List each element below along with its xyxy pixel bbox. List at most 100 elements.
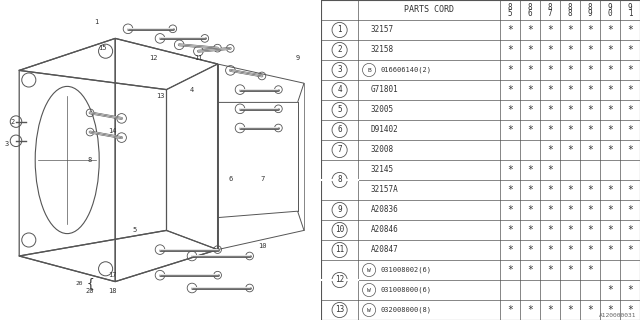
Text: *: *	[607, 245, 613, 255]
Text: B: B	[367, 68, 371, 73]
Text: *: *	[607, 45, 613, 55]
Text: 14: 14	[108, 128, 116, 134]
Text: *: *	[607, 85, 613, 95]
Text: 20: 20	[76, 281, 83, 286]
Text: *: *	[607, 25, 613, 35]
Text: *: *	[567, 205, 573, 215]
Text: A20847: A20847	[371, 245, 399, 254]
Text: *: *	[527, 225, 532, 235]
Text: *: *	[587, 25, 593, 35]
Text: *: *	[547, 305, 553, 315]
Text: 6: 6	[337, 125, 342, 134]
Text: {: {	[86, 277, 94, 290]
Text: *: *	[587, 185, 593, 195]
Text: *: *	[527, 65, 532, 75]
Text: *: *	[567, 305, 573, 315]
Text: 1: 1	[337, 26, 342, 35]
Text: *: *	[567, 105, 573, 115]
Text: *: *	[627, 185, 633, 195]
Text: 5: 5	[508, 9, 512, 18]
Text: 9: 9	[628, 3, 632, 12]
Text: 8: 8	[88, 157, 92, 163]
Text: *: *	[567, 225, 573, 235]
Text: 9: 9	[296, 55, 300, 60]
Text: 11: 11	[335, 245, 344, 254]
Text: 32157: 32157	[371, 26, 394, 35]
Text: 20: 20	[85, 288, 94, 294]
Text: *: *	[547, 245, 553, 255]
Text: *: *	[587, 65, 593, 75]
Text: *: *	[587, 85, 593, 95]
Text: *: *	[567, 25, 573, 35]
Text: *: *	[607, 285, 613, 295]
Text: 32145: 32145	[371, 165, 394, 174]
Text: *: *	[627, 225, 633, 235]
Text: 4: 4	[190, 87, 194, 92]
Text: *: *	[507, 205, 513, 215]
Text: G71801: G71801	[371, 85, 399, 94]
Text: *: *	[567, 65, 573, 75]
Text: *: *	[547, 45, 553, 55]
Text: 3: 3	[4, 141, 8, 147]
Text: 13: 13	[156, 93, 164, 99]
Text: 12: 12	[149, 55, 158, 60]
Text: 6: 6	[228, 176, 232, 182]
Text: *: *	[627, 105, 633, 115]
Text: *: *	[507, 25, 513, 35]
Text: A20846: A20846	[371, 226, 399, 235]
Text: *: *	[607, 225, 613, 235]
Text: 8: 8	[548, 3, 552, 12]
Text: 1: 1	[94, 20, 98, 25]
Text: *: *	[547, 265, 553, 275]
Text: 9: 9	[337, 205, 342, 214]
Text: *: *	[527, 205, 532, 215]
Text: *: *	[527, 165, 532, 175]
Text: *: *	[547, 185, 553, 195]
Text: 7: 7	[337, 146, 342, 155]
Text: W: W	[367, 268, 371, 273]
Text: *: *	[627, 25, 633, 35]
Text: 12: 12	[335, 276, 344, 284]
Text: W: W	[367, 308, 371, 313]
Text: *: *	[507, 85, 513, 95]
Text: A20836: A20836	[371, 205, 399, 214]
Text: *: *	[587, 205, 593, 215]
Text: *: *	[587, 305, 593, 315]
Text: 4: 4	[337, 85, 342, 94]
Text: W: W	[367, 287, 371, 292]
Text: *: *	[507, 125, 513, 135]
Text: *: *	[627, 285, 633, 295]
Text: 8: 8	[588, 3, 592, 12]
Text: *: *	[607, 185, 613, 195]
Text: *: *	[607, 125, 613, 135]
Text: *: *	[527, 185, 532, 195]
Text: *: *	[527, 25, 532, 35]
Text: *: *	[507, 65, 513, 75]
Text: *: *	[567, 245, 573, 255]
Text: *: *	[547, 85, 553, 95]
Text: 5: 5	[337, 106, 342, 115]
Text: *: *	[547, 205, 553, 215]
Text: *: *	[507, 225, 513, 235]
Text: 5: 5	[132, 228, 136, 233]
Text: *: *	[507, 305, 513, 315]
Text: 10: 10	[258, 244, 267, 249]
Text: *: *	[547, 125, 553, 135]
Text: *: *	[627, 145, 633, 155]
Text: *: *	[567, 45, 573, 55]
Text: *: *	[587, 45, 593, 55]
Text: *: *	[607, 205, 613, 215]
Text: *: *	[507, 245, 513, 255]
Text: *: *	[607, 305, 613, 315]
Text: 8: 8	[337, 175, 342, 185]
Text: *: *	[567, 145, 573, 155]
Text: 032008000(8): 032008000(8)	[380, 307, 431, 313]
Text: 11: 11	[194, 55, 203, 60]
Text: 8: 8	[568, 9, 572, 18]
Text: *: *	[507, 265, 513, 275]
Text: *: *	[627, 45, 633, 55]
Text: *: *	[547, 65, 553, 75]
Text: 7: 7	[548, 9, 552, 18]
Text: 7: 7	[260, 176, 264, 182]
Text: *: *	[547, 165, 553, 175]
